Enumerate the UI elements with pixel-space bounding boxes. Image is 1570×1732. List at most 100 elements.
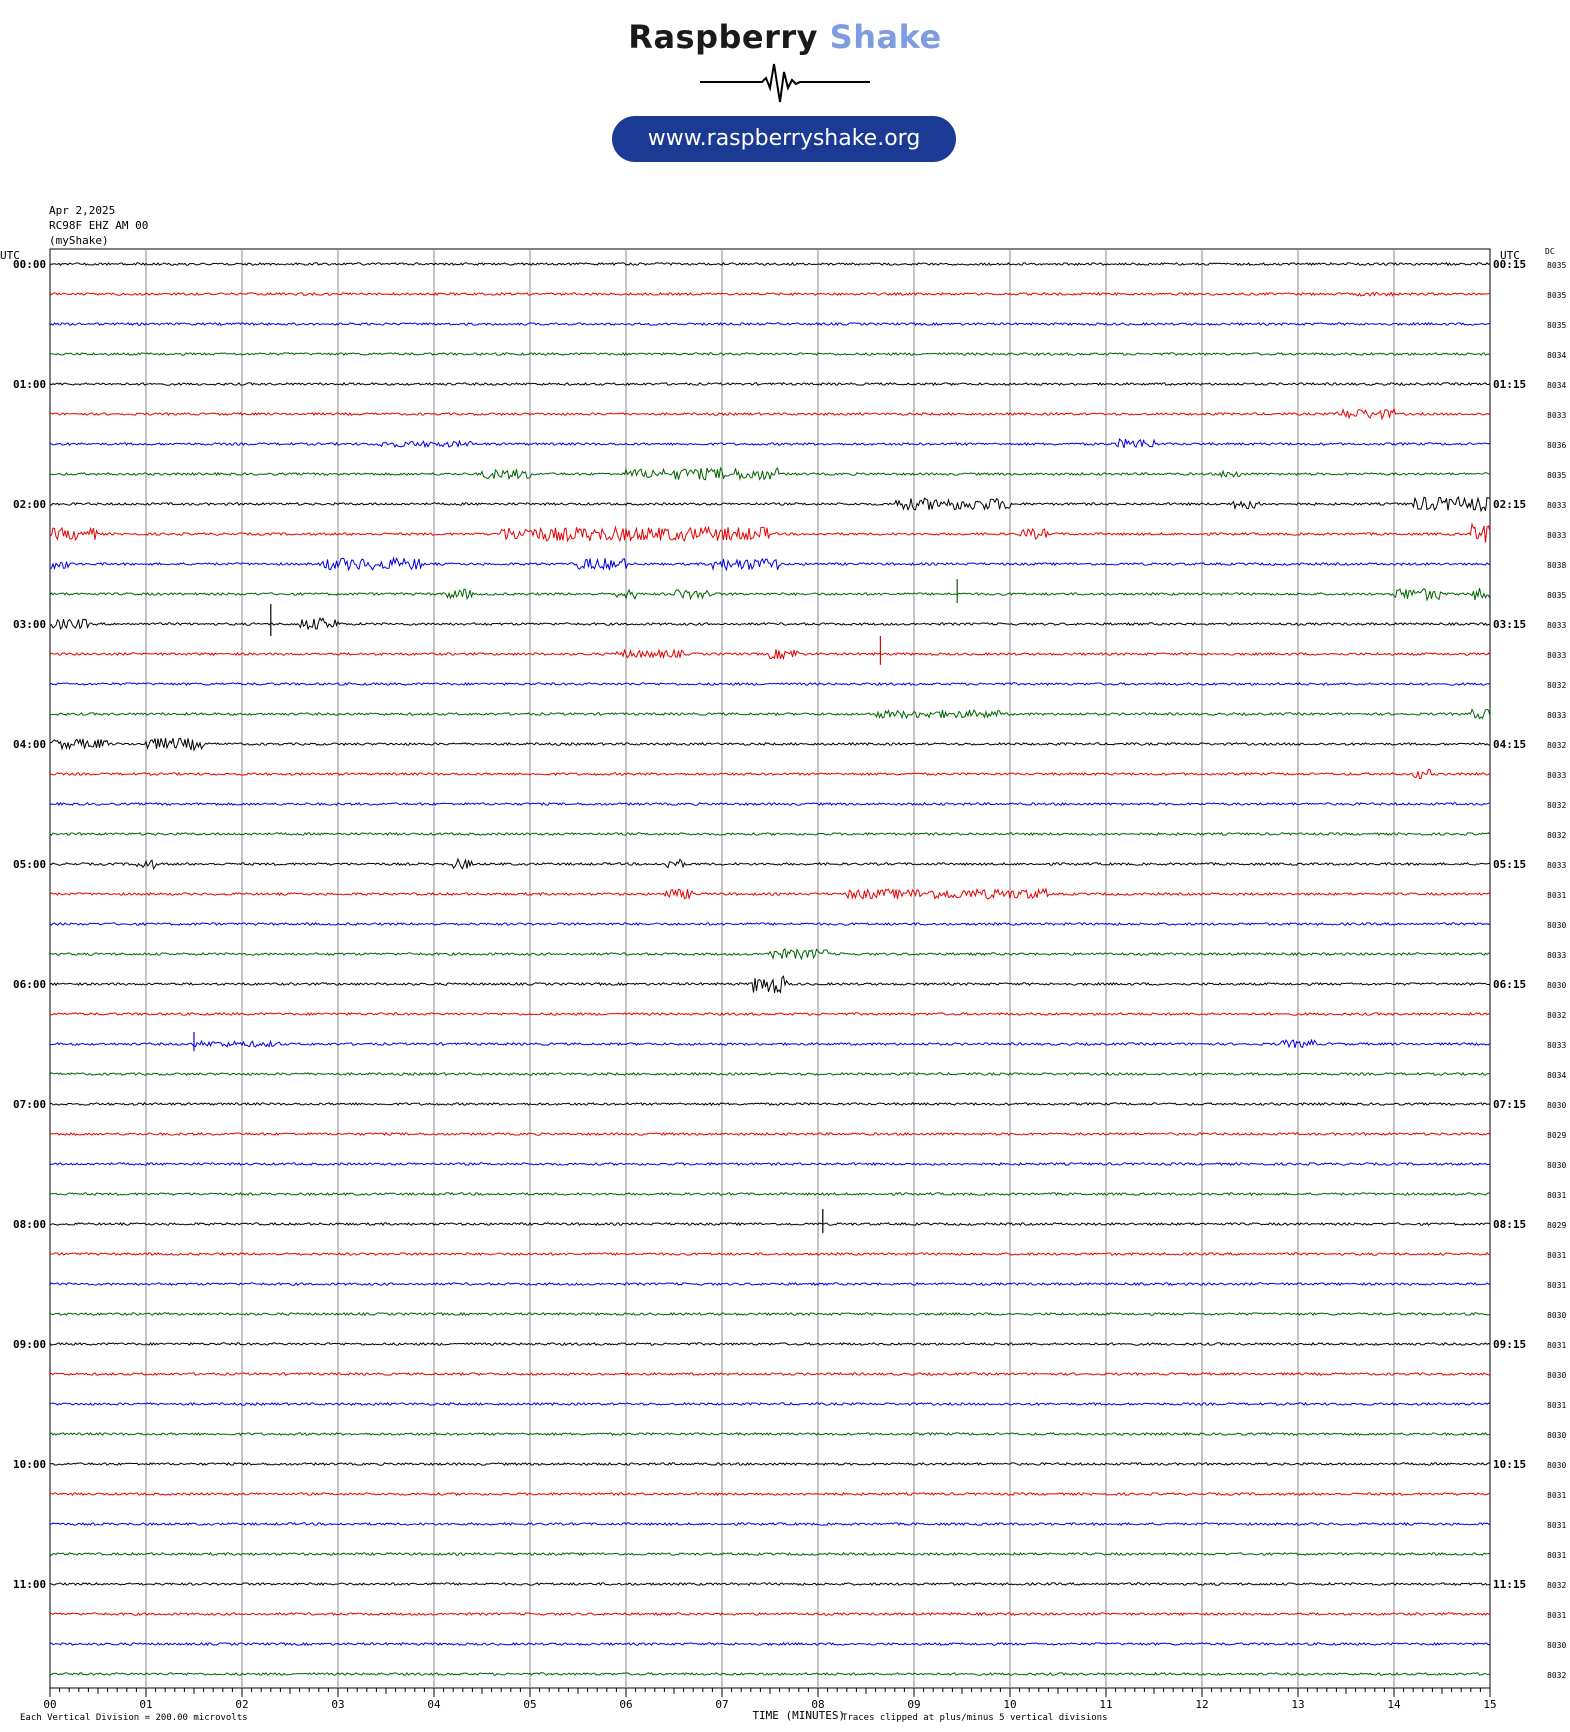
dc-value: 8033 bbox=[1547, 951, 1566, 960]
x-tick-label: 07 bbox=[715, 1698, 728, 1711]
website-url-badge[interactable]: www.raspberryshake.org bbox=[612, 116, 956, 162]
trace-row bbox=[49, 1551, 1491, 1557]
dc-value: 8032 bbox=[1547, 801, 1566, 810]
trace-row bbox=[50, 1038, 1491, 1049]
trace-row bbox=[49, 407, 1491, 421]
trace-row bbox=[49, 617, 1491, 631]
trace-row bbox=[49, 1371, 1490, 1377]
x-tick-label: 00 bbox=[43, 1698, 56, 1711]
hour-label-left: 06:00 bbox=[13, 978, 46, 991]
plot-frame bbox=[49, 248, 1491, 1689]
owner-label: (myShake) bbox=[49, 234, 109, 247]
hour-label-left: 01:00 bbox=[13, 378, 46, 391]
dc-value: 8031 bbox=[1547, 1341, 1566, 1350]
trace-row bbox=[49, 1671, 1491, 1676]
hour-label-left: 05:00 bbox=[13, 858, 46, 871]
dc-value: 8030 bbox=[1547, 1461, 1566, 1470]
dc-value: 8033 bbox=[1547, 531, 1566, 540]
trace-row bbox=[49, 1401, 1491, 1406]
dc-value: 8030 bbox=[1547, 981, 1566, 990]
dc-value: 8033 bbox=[1547, 1041, 1566, 1050]
trace-row bbox=[49, 291, 1490, 297]
dc-value: 8030 bbox=[1547, 1311, 1566, 1320]
clip-note: Traces clipped at plus/minus 5 vertical … bbox=[842, 1713, 1108, 1723]
dc-value: 8033 bbox=[1547, 651, 1566, 660]
trace-row bbox=[49, 1161, 1491, 1167]
trace-row bbox=[49, 887, 1491, 900]
x-tick-label: 02 bbox=[235, 1698, 248, 1711]
left-utc-label: UTC bbox=[0, 249, 20, 262]
trace-row bbox=[49, 682, 1491, 687]
trace-row bbox=[49, 1252, 1490, 1256]
seismic-traces bbox=[49, 261, 1491, 1676]
dc-value: 8031 bbox=[1547, 891, 1566, 900]
x-tick-label: 06 bbox=[619, 1698, 632, 1711]
dc-value: 8032 bbox=[1547, 681, 1566, 690]
dc-value: 8029 bbox=[1547, 1221, 1566, 1230]
dc-value: 8031 bbox=[1547, 1191, 1566, 1200]
hour-label-right: 07:15 bbox=[1493, 1098, 1526, 1111]
hour-label-right: 09:15 bbox=[1493, 1338, 1526, 1351]
trace-row bbox=[49, 1611, 1491, 1617]
trace-row bbox=[49, 922, 1491, 926]
dc-value: 8032 bbox=[1547, 831, 1566, 840]
dc-value: 8032 bbox=[1547, 1671, 1566, 1680]
station-code: RC98F EHZ AM 00 bbox=[49, 219, 149, 232]
trace-row bbox=[49, 737, 1490, 752]
dc-value: 8031 bbox=[1547, 1251, 1566, 1260]
dc-value: 8035 bbox=[1547, 471, 1566, 480]
record-date: Apr 2,2025 bbox=[49, 204, 116, 217]
dc-value: 8030 bbox=[1547, 921, 1566, 930]
trace-row bbox=[49, 708, 1491, 720]
hour-label-left: 04:00 bbox=[13, 738, 46, 751]
trace-row bbox=[49, 321, 1491, 327]
trace-row bbox=[49, 975, 1491, 994]
dc-value: 8033 bbox=[1547, 861, 1566, 870]
trace-row bbox=[49, 438, 1491, 449]
dc-value: 8033 bbox=[1547, 501, 1566, 510]
x-tick-label: 08 bbox=[811, 1698, 824, 1711]
trace-row bbox=[49, 495, 1491, 513]
x-tick-label: 14 bbox=[1387, 1698, 1401, 1711]
trace-row bbox=[49, 801, 1491, 807]
trace-row bbox=[49, 1011, 1491, 1016]
dc-value: 8034 bbox=[1547, 351, 1566, 360]
dc-value: 8030 bbox=[1547, 1431, 1566, 1440]
x-tick-label: 09 bbox=[907, 1698, 920, 1711]
x-tick-label: 12 bbox=[1195, 1698, 1208, 1711]
hour-label-left: 03:00 bbox=[13, 618, 46, 631]
dc-value: 8032 bbox=[1547, 1011, 1566, 1020]
dc-value: 8029 bbox=[1547, 1131, 1566, 1140]
x-tick-label: 13 bbox=[1291, 1698, 1304, 1711]
hour-label-left: 07:00 bbox=[13, 1098, 46, 1111]
trace-row bbox=[49, 831, 1491, 837]
dc-value: 8030 bbox=[1547, 1641, 1566, 1650]
x-axis-title: TIME (MINUTES) bbox=[752, 1709, 845, 1722]
logo-title: Raspberry Shake bbox=[0, 18, 1570, 56]
dc-value: 8031 bbox=[1547, 1401, 1566, 1410]
dc-value: 8030 bbox=[1547, 1101, 1566, 1110]
trace-row bbox=[49, 1431, 1491, 1437]
hour-label-left: 10:00 bbox=[13, 1458, 46, 1471]
x-tick-label: 03 bbox=[331, 1698, 344, 1711]
trace-row bbox=[49, 522, 1491, 543]
trace-row bbox=[49, 1071, 1491, 1076]
trace-row bbox=[49, 1281, 1491, 1287]
trace-row bbox=[49, 648, 1491, 661]
trace-row bbox=[49, 587, 1491, 602]
trace-row bbox=[49, 948, 1491, 961]
hour-label-right: 00:15 bbox=[1493, 258, 1526, 271]
dc-value: 8035 bbox=[1547, 591, 1566, 600]
dc-value: 8033 bbox=[1547, 711, 1566, 720]
plot-grid bbox=[49, 248, 1491, 1697]
dc-value: 8032 bbox=[1547, 1581, 1566, 1590]
dc-value: 8031 bbox=[1547, 1551, 1566, 1560]
hour-label-right: 06:15 bbox=[1493, 978, 1526, 991]
dc-value: 8031 bbox=[1547, 1521, 1566, 1530]
trace-row bbox=[49, 1192, 1491, 1197]
trace-row bbox=[49, 1641, 1491, 1647]
right-utc-label: UTC bbox=[1500, 249, 1520, 262]
hour-label-left: 08:00 bbox=[13, 1218, 46, 1231]
dc-value: 8033 bbox=[1547, 621, 1566, 630]
